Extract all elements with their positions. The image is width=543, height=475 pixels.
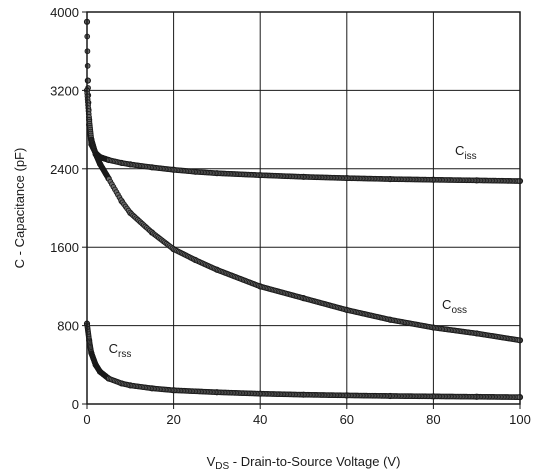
series-label-ciss: Ciss <box>455 143 477 162</box>
y-tick-label: 800 <box>57 319 79 334</box>
y-tick-label: 1600 <box>50 240 79 255</box>
series-label-coss: Coss <box>442 297 467 316</box>
tick-labels: 0 20 40 60 80 100 0 800 1600 2400 3200 4000 <box>50 5 531 427</box>
x-tick-label: 40 <box>253 412 267 427</box>
y-tick-label: 3200 <box>50 83 79 98</box>
x-tick-label: 80 <box>426 412 440 427</box>
x-tick-label: 60 <box>340 412 354 427</box>
x-tick-label: 0 <box>83 412 90 427</box>
series-group <box>83 18 524 401</box>
plot-frame <box>86 11 521 405</box>
grid <box>87 12 520 404</box>
series-crss <box>83 320 524 401</box>
data-marker <box>85 77 91 84</box>
x-tick-label: 100 <box>509 412 531 427</box>
series-coss <box>83 87 524 344</box>
y-tick-label: 4000 <box>50 5 79 20</box>
x-tick-label: 20 <box>166 412 180 427</box>
series-label-crss: Crss <box>109 341 132 360</box>
y-tick-label: 2400 <box>50 162 79 177</box>
x-axis-title: VDS - Drain-to-Source Voltage (V) <box>207 454 401 472</box>
series-labels: Ciss Coss Crss <box>109 143 477 360</box>
y-axis-title: C - Capacitance (pF) <box>12 148 27 269</box>
y-tick-label: 0 <box>72 397 79 412</box>
series-ciss <box>83 18 524 185</box>
